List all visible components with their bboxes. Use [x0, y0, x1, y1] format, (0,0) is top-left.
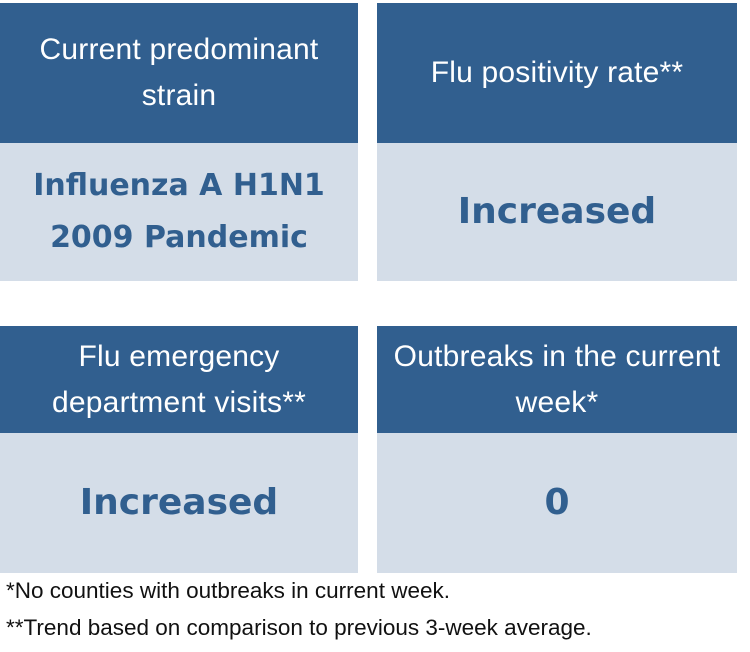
card-outbreaks: Outbreaks in the current week* 0: [377, 326, 737, 573]
footnote-trend: **Trend based on comparison to previous …: [6, 615, 592, 640]
card-value: Increased: [0, 433, 358, 573]
footnote-outbreaks: *No counties with outbreaks in current w…: [6, 578, 450, 603]
card-value: Influenza A H1N1 2009 Pandemic: [0, 143, 358, 281]
card-flu-positivity-rate: Flu positivity rate** Increased: [377, 3, 737, 281]
card-predominant-strain: Current predominant strain Influenza A H…: [0, 3, 358, 281]
card-value: 0: [377, 433, 737, 573]
card-title: Outbreaks in the current week*: [377, 326, 737, 433]
card-title: Current predominant strain: [0, 3, 358, 143]
card-ed-visits: Flu emergency department visits** Increa…: [0, 326, 358, 573]
card-title: Flu positivity rate**: [377, 3, 737, 143]
card-title: Flu emergency department visits**: [0, 326, 358, 433]
footnotes: *No counties with outbreaks in current w…: [6, 572, 746, 646]
card-value: Increased: [377, 143, 737, 281]
